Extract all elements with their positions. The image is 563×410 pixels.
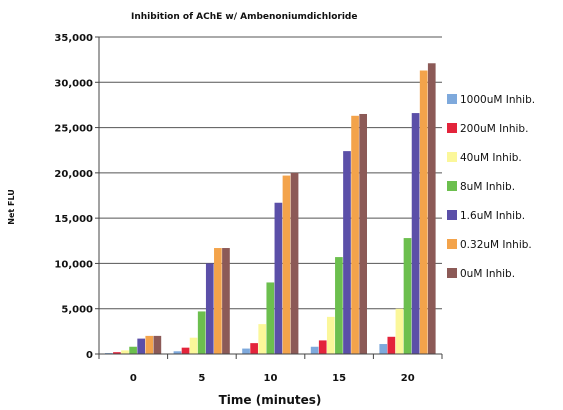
y-tick-label: 5,000 <box>61 305 93 316</box>
x-axis-ticks: 0 5 10 15 20 <box>98 354 443 384</box>
bar <box>189 337 198 354</box>
bar <box>121 350 129 354</box>
legend-label: 200uM Inhib. <box>460 123 528 135</box>
bar <box>205 263 214 354</box>
bar <box>197 311 206 354</box>
legend-label: 1.6uM Inhib. <box>460 210 525 222</box>
y-tick-label: 20,000 <box>54 169 93 180</box>
y-axis-label: Net FLU <box>7 189 16 225</box>
bar <box>258 324 267 354</box>
legend-swatch <box>447 123 457 133</box>
legend-label: 0.32uM Inhib. <box>460 239 532 251</box>
bar <box>214 248 222 354</box>
bar <box>343 151 351 354</box>
bar <box>282 175 291 354</box>
x-axis-label: Time (minutes) <box>219 393 322 407</box>
y-tick-label: 35,000 <box>54 33 93 44</box>
legend-swatch <box>447 152 457 162</box>
x-tick-label: 0 <box>130 373 137 384</box>
bars <box>105 63 436 355</box>
y-tick-label: 30,000 <box>54 78 93 89</box>
y-tick-label: 15,000 <box>54 214 93 225</box>
bar <box>395 308 404 354</box>
y-tick-label: 10,000 <box>54 259 93 270</box>
bar <box>266 282 275 354</box>
bar <box>318 340 327 354</box>
bar <box>411 113 420 354</box>
bar <box>403 238 412 354</box>
bar <box>242 348 250 354</box>
bar <box>113 352 121 354</box>
legend-swatch <box>447 239 457 249</box>
bar <box>326 316 335 354</box>
bar <box>181 347 190 354</box>
x-tick-label: 15 <box>332 373 346 384</box>
bar <box>129 346 137 354</box>
legend-label: 40uM Inhib. <box>460 152 522 164</box>
legend-swatch <box>447 210 457 220</box>
bar <box>137 338 146 354</box>
x-tick-label: 20 <box>401 373 415 384</box>
chart-title: Inhibition of AChE w/ Ambenoniumdichlori… <box>131 12 357 22</box>
y-tick-label: 25,000 <box>54 124 93 135</box>
bar <box>351 115 359 354</box>
bar <box>427 63 436 354</box>
gridlines <box>99 36 442 310</box>
bar <box>274 202 283 354</box>
bar <box>153 335 162 354</box>
bar <box>379 344 388 354</box>
legend-label: 0uM Inhib. <box>460 268 515 280</box>
legend-swatch <box>447 181 457 191</box>
bar <box>310 346 319 354</box>
bar <box>145 335 154 354</box>
legend-label: 8uM Inhib. <box>460 181 515 193</box>
bar <box>173 351 182 354</box>
legend: 1000uM Inhib. 200uM Inhib. 40uM Inhib. 8uM … <box>447 94 535 280</box>
legend-label: 1000uM Inhib. <box>460 94 535 106</box>
bar <box>359 113 367 354</box>
bar <box>250 343 258 354</box>
legend-swatch <box>447 268 457 278</box>
bar <box>222 248 230 354</box>
bar <box>419 70 428 355</box>
bar <box>387 336 396 354</box>
x-tick-label: 10 <box>264 373 278 384</box>
bar <box>335 257 343 354</box>
x-tick-label: 5 <box>198 373 205 384</box>
legend-swatch <box>447 94 457 104</box>
y-axis-ticks: 0 5,000 10,000 15,000 20,000 25,000 30,000 35,0… <box>54 33 99 361</box>
y-tick-label: 0 <box>86 350 93 361</box>
bar <box>290 172 299 354</box>
